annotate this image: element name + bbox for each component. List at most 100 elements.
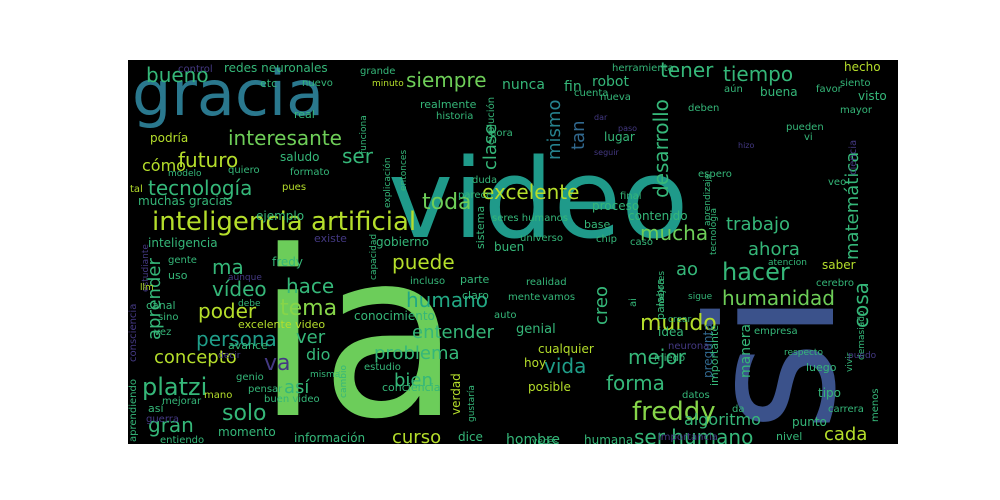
word-conocimiento: conocimiento [354, 309, 435, 323]
word-datos: datos [682, 390, 710, 401]
word-cuenta: cuenta [574, 88, 608, 99]
word-fin: fin [564, 79, 582, 95]
word-podría: podría [150, 131, 188, 145]
word-forma: forma [606, 371, 665, 395]
word-duda: duda [472, 175, 497, 186]
word-nivel: nivel [776, 430, 802, 443]
word-vi: vi [804, 132, 813, 143]
word-tan: tan [568, 121, 589, 151]
word-hecho: hecho [844, 60, 881, 74]
word-problema: problema [374, 343, 460, 364]
word-tal: tal [130, 184, 143, 195]
word-cómo: cómo [142, 156, 186, 175]
word-inteligencia: inteligencia [148, 236, 218, 250]
word-bien: bien [394, 370, 433, 391]
word-tiempo: tiempo [723, 62, 793, 86]
word-seguir: seguir [594, 148, 619, 157]
word-menos: menos [870, 388, 881, 422]
word-mejorar: mejorar [162, 396, 202, 407]
word-capacidad: capacidad [369, 234, 379, 280]
word-interesante: interesante [228, 126, 342, 150]
word-siento: siento [840, 78, 871, 89]
word-ser-humano: ser humano [634, 425, 753, 444]
word-ser: ser [342, 144, 374, 168]
word-así: así [148, 402, 164, 415]
word-minuto: minuto [372, 79, 404, 89]
word-demasiado: demasiado [857, 310, 867, 360]
word-entender: entender [412, 322, 495, 343]
word-momento: momento [218, 425, 276, 439]
word-conciencia: conciencia [382, 381, 440, 394]
word-humano: humano [406, 288, 488, 312]
word-uso: uso [168, 269, 188, 282]
word-grande: grande [360, 66, 395, 77]
word-ao: ao [676, 259, 698, 280]
word-puedo: puedo [848, 351, 877, 361]
word-aún: aún [724, 83, 743, 95]
word-misma: misma [310, 370, 340, 380]
word-veces: veces [532, 437, 558, 444]
word-robot: robot [592, 74, 629, 90]
word-persona: persona [196, 327, 277, 351]
word-hace: hace [286, 274, 334, 298]
word-hacer: hacer [722, 258, 790, 286]
word-ejemplo: ejemplo [256, 209, 304, 223]
word-realmente: realmente [420, 98, 477, 111]
word-mejor: mejor [628, 345, 687, 369]
word-decir: decir [218, 351, 241, 361]
word-debe: debe [238, 299, 261, 309]
word-formato: formato [290, 167, 329, 178]
word-evolución: evolución [485, 97, 497, 145]
word-cualquier: cualquier [538, 342, 594, 356]
word-idea: idea [658, 325, 684, 339]
word-mucha: mucha [640, 221, 708, 245]
word-pues: pues [282, 182, 306, 193]
word-verdad: verdad [449, 373, 463, 415]
word-posible: posible [528, 380, 571, 394]
word-bueno: bueno [146, 63, 209, 87]
word-muchas-gracias: muchas gracias [138, 194, 232, 208]
word-así: así [284, 377, 310, 398]
word-manera: manera [738, 324, 754, 378]
word-excelente-video: excelente video [238, 318, 325, 331]
word-trabajo: trabajo [726, 214, 790, 235]
word-ciencia: ciencia [848, 140, 859, 175]
word-universo: universo [520, 233, 563, 244]
word-excelente: excelente [482, 180, 579, 204]
word-final: final [620, 191, 642, 202]
word-importante: importante [708, 325, 721, 386]
word-cosa: cosa [849, 282, 873, 328]
word-gente: gente [168, 255, 197, 266]
word-mismo: mismo [544, 100, 565, 160]
word-quiero: quiero [228, 165, 260, 176]
word-tecnologia: tecnologia [709, 208, 719, 255]
word-funciona: funciona [359, 115, 369, 154]
word-espero: espero [698, 169, 732, 180]
word-parte: parte [460, 273, 490, 286]
word-deben: deben [688, 103, 719, 114]
word-contenido: contenido [628, 209, 688, 223]
word-pueden: pueden [786, 122, 824, 133]
wordcloud-panel: ia si video gracia inteligencia artificial ex… [128, 60, 898, 444]
word-mayor: mayor [840, 105, 873, 116]
word-mano: mano [204, 390, 232, 401]
word-humanidad: humanidad [722, 286, 835, 310]
word-gustaría: gustaría [467, 385, 477, 422]
word-algoritmo: algoritmo [684, 410, 761, 429]
word-hora: hora [490, 128, 513, 139]
word-luego: luego [806, 361, 837, 374]
word-respecto: respecto [784, 348, 823, 358]
word-cada: cada [824, 424, 867, 444]
word-gracia: gracia [132, 60, 324, 130]
word-desarrollo: desarrollo [649, 99, 673, 198]
word-puede: puede [392, 250, 455, 274]
word-palabra: palabra [654, 278, 667, 320]
word-incluso: incluso [410, 276, 445, 287]
word-estudiante: estudiante [141, 244, 151, 292]
word-ver: ver [296, 327, 326, 348]
word-buen-video: buen video [264, 394, 320, 405]
word-hombre: hombre [506, 432, 560, 444]
word-clase: clase [480, 124, 501, 170]
word-creo: creo [591, 286, 612, 325]
word-dar: dar [594, 113, 608, 122]
